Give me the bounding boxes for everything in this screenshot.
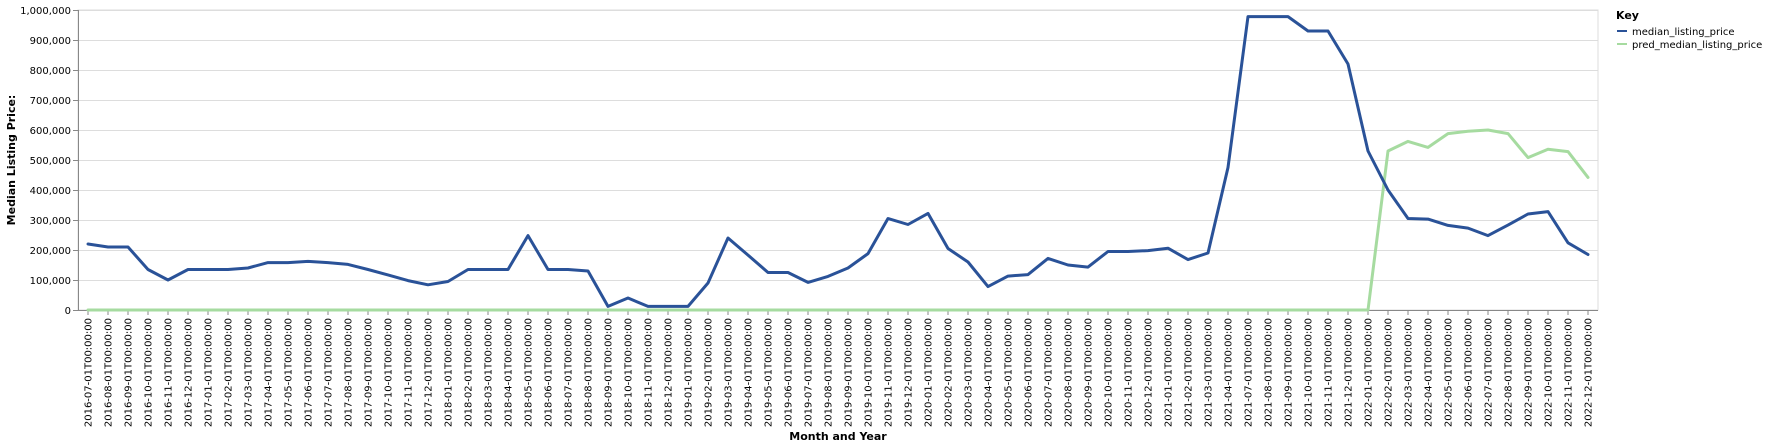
x-tick-label: 2021-04-01T00:00:00 (1224, 318, 1235, 427)
x-tick-label: 2017-03-01T00:00:00 (244, 318, 255, 427)
x-tick-label: 2018-01-01T00:00:00 (444, 318, 455, 427)
x-tick-label: 2021-08-01T00:00:00 (1264, 318, 1275, 427)
series-lines (86, 15, 1590, 312)
x-tick-label: 2022-12-01T00:00:00 (1584, 318, 1595, 427)
legend-label-pred-median-listing-price: pred_median_listing_price (1632, 40, 1762, 51)
x-tick-label: 2017-02-01T00:00:00 (224, 318, 235, 427)
x-tick-label: 2019-12-01T00:00:00 (904, 318, 915, 427)
y-tick-label: 800,000 (30, 66, 71, 77)
x-tick-label: 2022-09-01T00:00:00 (1524, 318, 1535, 427)
x-tick-label: 2018-08-01T00:00:00 (584, 318, 595, 427)
x-tick-label: 2020-05-01T00:00:00 (1004, 318, 1015, 427)
y-tick-label: 300,000 (30, 216, 71, 227)
x-tick-label: 2017-10-01T00:00:00 (384, 318, 395, 427)
x-tick-label: 2017-08-01T00:00:00 (344, 318, 355, 427)
x-tick-label: 2021-11-01T00:00:00 (1324, 318, 1335, 427)
x-tick-label: 2018-10-01T00:00:00 (624, 318, 635, 427)
y-tick-label: 0 (65, 306, 71, 317)
x-tick-label: 2018-07-01T00:00:00 (564, 318, 575, 427)
x-tick-label: 2022-05-01T00:00:00 (1444, 318, 1455, 427)
x-tick-label: 2020-07-01T00:00:00 (1044, 318, 1055, 427)
x-tick-label: 2018-03-01T00:00:00 (484, 318, 495, 427)
x-tick-label: 2018-06-01T00:00:00 (544, 318, 555, 427)
x-tick-label: 2021-12-01T00:00:00 (1344, 318, 1355, 427)
x-tick-label: 2020-01-01T00:00:00 (924, 318, 935, 427)
y-axis-title: Median Listing Price: (5, 95, 18, 226)
y-tick-label: 900,000 (30, 36, 71, 47)
grid (77, 9, 1599, 311)
x-tick-label: 2017-01-01T00:00:00 (204, 318, 215, 427)
x-tick-label: 2021-07-01T00:00:00 (1244, 318, 1255, 427)
x-tick-label: 2022-08-01T00:00:00 (1504, 318, 1515, 427)
x-tick-label: 2020-09-01T00:00:00 (1084, 318, 1095, 427)
x-tick-label: 2019-06-01T00:00:00 (784, 318, 795, 427)
x-tick-label: 2022-07-01T00:00:00 (1484, 318, 1495, 427)
x-tick-label: 2021-02-01T00:00:00 (1184, 318, 1195, 427)
x-tick-label: 2016-12-01T00:00:00 (184, 318, 195, 427)
x-tick-label: 2022-04-01T00:00:00 (1424, 318, 1435, 427)
series-line-median-listing-price (86, 15, 1590, 308)
x-tick-label: 2019-10-01T00:00:00 (864, 318, 875, 427)
x-tick-label: 2018-11-01T00:00:00 (644, 318, 655, 427)
x-tick-label: 2019-04-01T00:00:00 (744, 318, 755, 427)
x-tick-label: 2020-12-01T00:00:00 (1144, 318, 1155, 427)
y-tick-label: 400,000 (30, 186, 71, 197)
x-tick-label: 2019-02-01T00:00:00 (704, 318, 715, 427)
y-tick-label: 700,000 (30, 96, 71, 107)
x-tick-label: 2017-05-01T00:00:00 (284, 318, 295, 427)
x-tick-label: 2018-12-01T00:00:00 (664, 318, 675, 427)
x-tick-label: 2021-09-01T00:00:00 (1284, 318, 1295, 427)
x-tick-label: 2020-03-01T00:00:00 (964, 318, 975, 427)
x-tick-label: 2022-11-01T00:00:00 (1564, 318, 1575, 427)
x-tick-label: 2016-07-01T00:00:00 (84, 318, 95, 427)
x-tick-label: 2017-09-01T00:00:00 (364, 318, 375, 427)
x-tick-label: 2018-02-01T00:00:00 (464, 318, 475, 427)
y-tick-label: 200,000 (30, 246, 71, 257)
y-tick-label: 100,000 (30, 276, 71, 287)
y-tick-label: 500,000 (30, 156, 71, 167)
x-tick-label: 2020-11-01T00:00:00 (1124, 318, 1135, 427)
x-tick-label: 2017-06-01T00:00:00 (304, 318, 315, 427)
x-tick-label: 2022-06-01T00:00:00 (1464, 318, 1475, 427)
x-tick-label: 2017-11-01T00:00:00 (404, 318, 415, 427)
legend-title: Key (1616, 9, 1639, 22)
x-tick-label: 2022-03-01T00:00:00 (1404, 318, 1415, 427)
x-tick-label: 2019-03-01T00:00:00 (724, 318, 735, 427)
x-tick-label: 2017-12-01T00:00:00 (424, 318, 435, 427)
x-tick-label: 2021-03-01T00:00:00 (1204, 318, 1215, 427)
x-tick-label: 2016-10-01T00:00:00 (144, 318, 155, 427)
series-line-pred-median-listing-price (86, 128, 1590, 312)
x-tick-label: 2019-09-01T00:00:00 (844, 318, 855, 427)
x-tick-label: 2018-05-01T00:00:00 (524, 318, 535, 427)
x-tick-label: 2018-04-01T00:00:00 (504, 318, 515, 427)
x-tick-label: 2017-07-01T00:00:00 (324, 318, 335, 427)
x-tick-label: 2019-08-01T00:00:00 (824, 318, 835, 427)
x-tick-label: 2016-09-01T00:00:00 (124, 318, 135, 427)
x-tick-label: 2022-02-01T00:00:00 (1384, 318, 1395, 427)
x-tick-label: 2019-01-01T00:00:00 (684, 318, 695, 427)
x-tick-label: 2018-09-01T00:00:00 (604, 318, 615, 427)
x-tick-label: 2021-10-01T00:00:00 (1304, 318, 1315, 427)
x-tick-label: 2020-10-01T00:00:00 (1104, 318, 1115, 427)
x-axis-title: Month and Year (789, 430, 887, 443)
axes: 0 100,000 200,000 300,000 400,000 500,000 600,… (20, 6, 1598, 427)
y-tick-label: 1,000,000 (20, 6, 71, 17)
x-tick-label: 2017-04-01T00:00:00 (264, 318, 275, 427)
x-tick-label: 2016-08-01T00:00:00 (104, 318, 115, 427)
x-tick-label: 2019-05-01T00:00:00 (764, 318, 775, 427)
x-tick-label: 2020-04-01T00:00:00 (984, 318, 995, 427)
legend-label-median-listing-price: median_listing_price (1632, 27, 1735, 38)
x-tick-label: 2020-08-01T00:00:00 (1064, 318, 1075, 427)
x-tick-label: 2021-01-01T00:00:00 (1164, 318, 1175, 427)
x-tick-label: 2022-10-01T00:00:00 (1544, 318, 1555, 427)
x-tick-label: 2020-02-01T00:00:00 (944, 318, 955, 427)
x-tick-label: 2022-01-01T00:00:00 (1364, 318, 1375, 427)
x-tick-label: 2020-06-01T00:00:00 (1024, 318, 1035, 427)
legend: Key median_listing_price pred_median_lis… (1616, 9, 1762, 51)
x-tick-label: 2019-07-01T00:00:00 (804, 318, 815, 427)
x-tick-label: 2016-11-01T00:00:00 (164, 318, 175, 427)
y-tick-label: 600,000 (30, 126, 71, 137)
x-tick-label: 2019-11-01T00:00:00 (884, 318, 895, 427)
